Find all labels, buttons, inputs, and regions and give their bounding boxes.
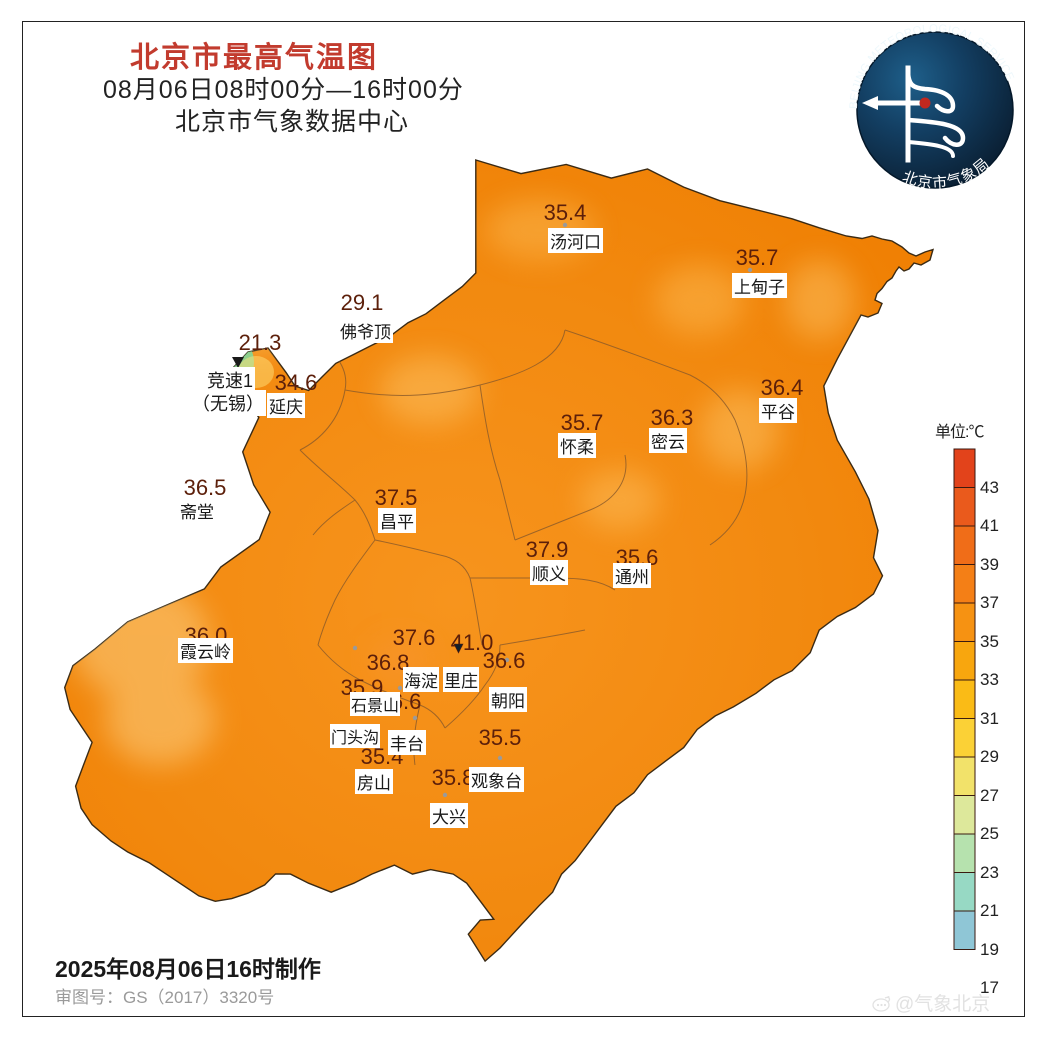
svg-text:@气象北京: @气象北京 (895, 993, 990, 1015)
svg-text:41: 41 (980, 516, 999, 535)
svg-text:21: 21 (980, 901, 999, 920)
svg-text:33: 33 (980, 670, 999, 689)
svg-text:23: 23 (980, 863, 999, 882)
svg-text:27: 27 (980, 786, 999, 805)
svg-text:37: 37 (980, 593, 999, 612)
svg-text:35: 35 (980, 632, 999, 651)
svg-text:31: 31 (980, 709, 999, 728)
svg-text:43: 43 (980, 478, 999, 497)
svg-text:25: 25 (980, 824, 999, 843)
svg-text:19: 19 (980, 940, 999, 959)
svg-text:29: 29 (980, 747, 999, 766)
svg-text:39: 39 (980, 555, 999, 574)
